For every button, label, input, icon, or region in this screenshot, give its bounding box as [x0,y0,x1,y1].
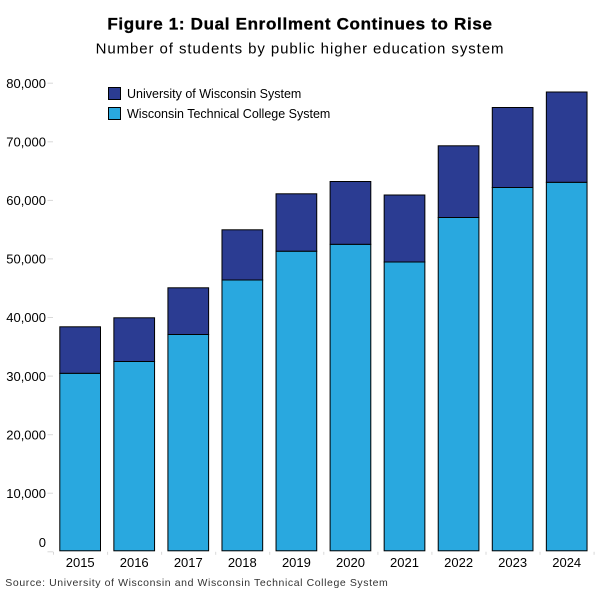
svg-text:2017: 2017 [174,555,203,570]
svg-text:2015: 2015 [66,555,95,570]
svg-text:50,000: 50,000 [6,252,46,267]
svg-text:2019: 2019 [282,555,311,570]
svg-text:70,000: 70,000 [6,135,46,150]
svg-text:Number of students by public h: Number of students by public higher educ… [96,40,505,57]
svg-text:0: 0 [39,535,46,550]
svg-text:10,000: 10,000 [6,486,46,501]
svg-text:Wisconsin Technical College Sy: Wisconsin Technical College System [127,107,330,121]
svg-text:20,000: 20,000 [6,427,46,442]
svg-text:60,000: 60,000 [6,193,46,208]
svg-text:2020: 2020 [336,555,365,570]
svg-text:2021: 2021 [390,555,419,570]
svg-text:2018: 2018 [228,555,257,570]
svg-text:2023: 2023 [498,555,527,570]
svg-text:Source: University of Wisconsi: Source: University of Wisconsin and Wisc… [5,577,388,589]
svg-text:80,000: 80,000 [6,76,46,91]
svg-text:2016: 2016 [120,555,149,570]
svg-text:2022: 2022 [444,555,473,570]
svg-text:University of Wisconsin System: University of Wisconsin System [127,87,301,101]
svg-text:Figure 1: Dual Enrollment Cont: Figure 1: Dual Enrollment Continues to R… [107,14,492,33]
svg-text:40,000: 40,000 [6,310,46,325]
svg-text:2024: 2024 [552,555,581,570]
svg-text:30,000: 30,000 [6,369,46,384]
